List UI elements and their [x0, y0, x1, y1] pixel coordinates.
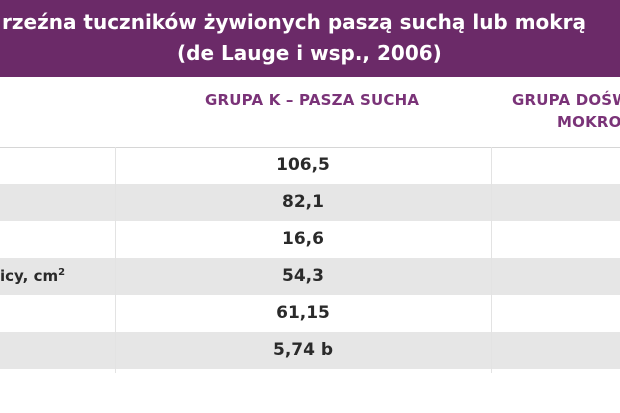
table-row-label-sup: 2	[58, 267, 66, 278]
column-divider	[115, 147, 116, 373]
table-row: 106,5	[0, 147, 620, 184]
table-cell-value: 16,6	[282, 229, 324, 249]
column-header-group-k: GRUPA K – PASZA SUCHA	[205, 91, 420, 109]
table-cell-value: 5,74 b	[272, 340, 334, 360]
table-header-row: GRUPA K – PASZA SUCHA GRUPA DOŚW MOKRO	[0, 77, 620, 148]
table-row-label-text: icy, cm	[0, 267, 59, 285]
column-divider	[491, 147, 492, 373]
table-cell-value: 61,15	[276, 303, 330, 323]
column-header-group-d-line2: MOKRO	[557, 113, 620, 131]
table-cell-value: 82,1	[282, 192, 324, 212]
table-row: 82,1	[0, 184, 620, 221]
table-row: 61,15	[0, 295, 620, 332]
table-title-line1: rzeźna tuczników żywionych paszą suchą l…	[2, 10, 586, 34]
column-header-group-d-line1: GRUPA DOŚW	[512, 91, 620, 109]
table-title-line2: (de Lauge i wsp., 2006)	[177, 41, 442, 65]
table-title-bar: rzeźna tuczników żywionych paszą suchą l…	[0, 0, 620, 77]
table-cell-value: 54,3	[282, 266, 324, 286]
table-cell-value: 106,5	[276, 155, 330, 175]
table-row-label: icy, cm2	[0, 267, 65, 285]
table-row: icy, cm2 54,3	[0, 258, 620, 295]
table-row: 16,6	[0, 221, 620, 258]
table-row: 5,74 b	[0, 332, 620, 369]
